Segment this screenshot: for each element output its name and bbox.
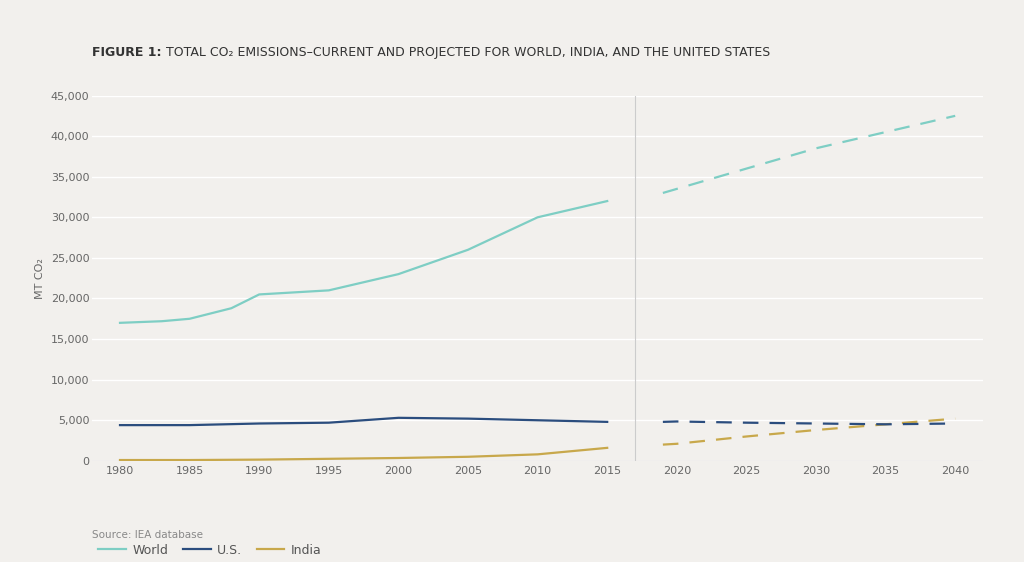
Text: Source: IEA database: Source: IEA database (92, 529, 203, 540)
Text: FIGURE 1:: FIGURE 1: (92, 46, 162, 59)
Y-axis label: MT CO₂: MT CO₂ (35, 258, 45, 298)
Text: TOTAL CO₂ EMISSIONS–CURRENT AND PROJECTED FOR WORLD, INDIA, AND THE UNITED STATE: TOTAL CO₂ EMISSIONS–CURRENT AND PROJECTE… (162, 46, 770, 59)
Legend: World, U.S., India: World, U.S., India (98, 544, 322, 557)
